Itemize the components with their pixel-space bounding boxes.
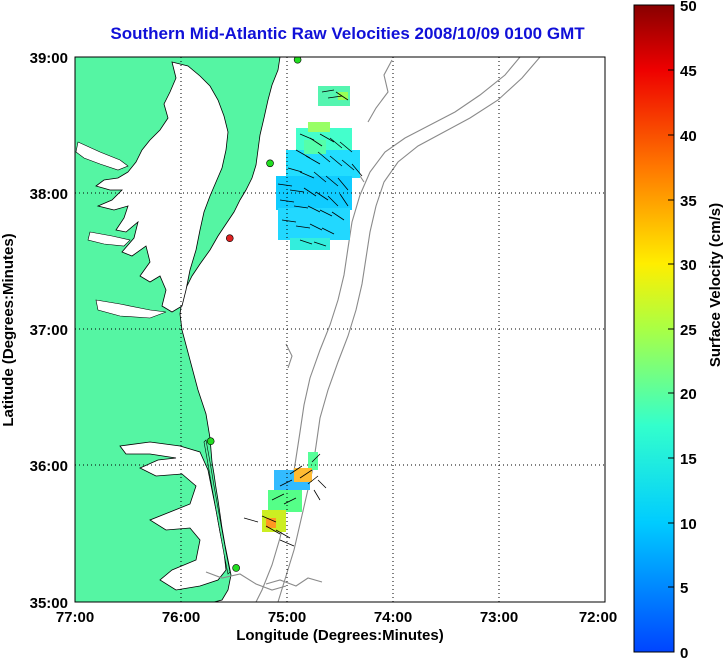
radar-station-marker bbox=[293, 57, 302, 64]
colorbar-label: Surface Velocity (cm/s) bbox=[707, 203, 724, 367]
radar-station-marker bbox=[206, 437, 215, 446]
x-axis-label: Longitude (Degrees:Minutes) bbox=[236, 627, 444, 644]
y-tick-label: 38:00 bbox=[30, 186, 68, 203]
plot-frame bbox=[74, 56, 606, 603]
x-axis-ticks: 77:00 76:00 75:00 74:00 73:00 72:00 bbox=[56, 609, 617, 626]
x-tick-label: 76:00 bbox=[162, 609, 200, 626]
colorbar-tick-label: 30 bbox=[680, 257, 697, 274]
colorbar-tick-label: 45 bbox=[680, 63, 697, 80]
y-axis-ticks: 39:00 38:00 37:00 36:00 35:00 bbox=[30, 50, 68, 612]
x-tick-label: 74:00 bbox=[374, 609, 412, 626]
velocity-cells-south bbox=[262, 452, 318, 532]
grid-lines bbox=[75, 57, 605, 602]
colorbar-tick-label: 10 bbox=[680, 516, 697, 533]
colorbar-tick-label: 50 bbox=[680, 0, 697, 15]
x-tick-label: 73:00 bbox=[480, 609, 518, 626]
colorbar-tick-label: 35 bbox=[680, 193, 697, 210]
pamlico-sound bbox=[119, 441, 227, 591]
colorbar-tick-label: 40 bbox=[680, 128, 697, 145]
tidal-river-3 bbox=[95, 299, 167, 319]
y-tick-label: 37:00 bbox=[30, 322, 68, 339]
x-tick-label: 75:00 bbox=[268, 609, 306, 626]
velocity-vectors bbox=[243, 89, 363, 547]
x-tick-label: 77:00 bbox=[56, 609, 94, 626]
y-tick-label: 35:00 bbox=[30, 595, 68, 612]
colorbar bbox=[633, 4, 675, 653]
colorbar-tick-label: 0 bbox=[680, 645, 688, 659]
radar-station-marker bbox=[266, 159, 274, 168]
tidal-river-2 bbox=[87, 231, 131, 247]
y-tick-label: 36:00 bbox=[30, 458, 68, 475]
colorbar-tick-label: 15 bbox=[680, 451, 697, 468]
tidal-river-1 bbox=[75, 141, 129, 171]
radar-station-marker bbox=[225, 234, 234, 243]
x-tick-label: 72:00 bbox=[579, 609, 617, 626]
y-tick-label: 39:00 bbox=[30, 50, 68, 67]
colorbar-tick-label: 5 bbox=[680, 580, 688, 597]
colorbar-tick-label: 20 bbox=[680, 386, 697, 403]
y-axis-label: Latitude (Degrees:Minutes) bbox=[0, 233, 17, 426]
map-title: Southern Mid-Atlantic Raw Velocities 200… bbox=[110, 24, 585, 43]
radar-stations bbox=[206, 57, 302, 572]
colorbar-tick-marks bbox=[668, 69, 674, 588]
barrier-island bbox=[203, 439, 231, 575]
chesapeake-bay bbox=[95, 61, 229, 313]
colorbar-ticks: 50 45 40 35 30 25 20 15 10 5 0 bbox=[680, 0, 697, 659]
colorbar-tick-label: 25 bbox=[680, 322, 697, 339]
radar-station-marker bbox=[232, 564, 240, 572]
